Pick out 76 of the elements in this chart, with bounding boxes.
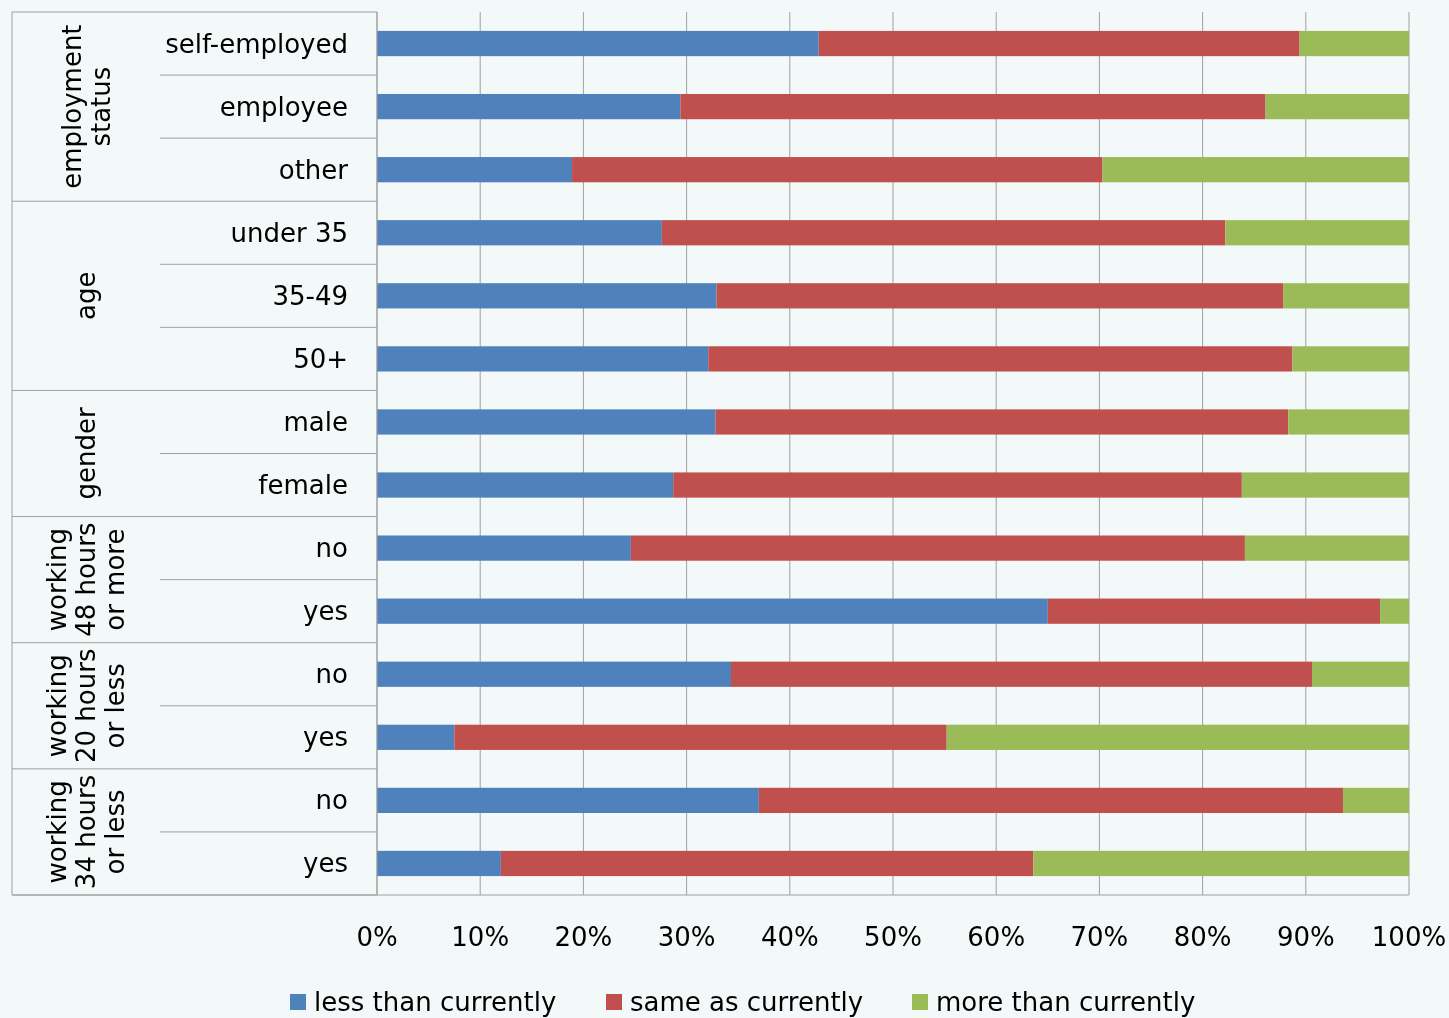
bar bbox=[730, 661, 1312, 687]
bar bbox=[377, 220, 662, 246]
y-tick-label: no bbox=[315, 533, 348, 564]
y-tick-label: yes bbox=[303, 596, 348, 627]
bar bbox=[1283, 283, 1409, 309]
bar bbox=[1047, 598, 1381, 624]
y-tick-label: 35-49 bbox=[272, 280, 348, 311]
text: gender bbox=[71, 407, 101, 500]
bar bbox=[673, 472, 1242, 498]
y-tick-label: 50+ bbox=[293, 343, 348, 374]
bar bbox=[377, 30, 819, 57]
x-tick-label: 80% bbox=[1173, 922, 1232, 952]
bar bbox=[661, 220, 1226, 246]
bar bbox=[1380, 598, 1409, 624]
bar bbox=[946, 724, 1409, 750]
x-tick-label: 30% bbox=[657, 922, 716, 952]
x-tick-label: 10% bbox=[451, 922, 510, 952]
bar bbox=[1241, 472, 1409, 498]
bar bbox=[1102, 157, 1409, 183]
bar bbox=[377, 346, 709, 372]
bar bbox=[377, 409, 716, 435]
x-tick-label: 50% bbox=[864, 922, 922, 952]
legend-label: same as currently bbox=[630, 987, 864, 1017]
bar bbox=[377, 93, 681, 120]
legend-label: more than currently bbox=[936, 987, 1196, 1017]
y-tick-label: female bbox=[258, 470, 348, 501]
bar bbox=[1288, 409, 1409, 435]
legend-label: less than currently bbox=[314, 987, 557, 1017]
bar bbox=[377, 598, 1048, 624]
bar bbox=[500, 850, 1034, 877]
bar bbox=[377, 661, 731, 687]
bar bbox=[716, 283, 1284, 309]
x-tick-label: 40% bbox=[760, 922, 819, 952]
bar bbox=[1225, 220, 1409, 246]
bar bbox=[708, 346, 1293, 372]
text: working 20 hours or less bbox=[42, 648, 130, 764]
y-tick-label: no bbox=[315, 785, 348, 816]
y-tick-label: employee bbox=[219, 91, 348, 122]
y-tick-label: under 35 bbox=[230, 217, 348, 248]
bar bbox=[572, 157, 1103, 183]
x-tick-label: 20% bbox=[554, 922, 613, 952]
text: age bbox=[71, 271, 101, 321]
x-tick-label: 90% bbox=[1276, 922, 1335, 952]
x-tick-label: 60% bbox=[967, 922, 1026, 952]
bar bbox=[758, 787, 1343, 814]
bar bbox=[377, 724, 455, 750]
bar bbox=[377, 850, 501, 877]
y-tick-label: yes bbox=[303, 722, 348, 753]
bar bbox=[715, 409, 1289, 435]
bar bbox=[1292, 346, 1409, 372]
x-tick-label: 70% bbox=[1070, 922, 1129, 952]
bar bbox=[1244, 535, 1409, 561]
bar bbox=[1033, 850, 1409, 877]
x-tick-label: 0% bbox=[356, 922, 398, 952]
bar bbox=[1299, 30, 1409, 57]
text: working 48 hours or more bbox=[42, 522, 130, 637]
y-tick-label: other bbox=[278, 154, 349, 185]
text: working 34 hours or less bbox=[42, 774, 130, 890]
bar bbox=[377, 472, 674, 498]
text: employment status bbox=[56, 24, 116, 189]
y-tick-label: male bbox=[283, 406, 348, 437]
bar bbox=[454, 724, 947, 750]
x-tick-label: 100% bbox=[1371, 922, 1447, 952]
bar bbox=[377, 283, 717, 309]
bar bbox=[377, 787, 759, 814]
y-tick-label: yes bbox=[303, 848, 348, 879]
y-tick-label: no bbox=[315, 659, 348, 690]
bar bbox=[1311, 661, 1409, 687]
bar bbox=[1342, 787, 1409, 814]
bar bbox=[680, 93, 1266, 120]
bar bbox=[1265, 93, 1409, 120]
bar bbox=[377, 535, 631, 561]
y-tick-label: self-employed bbox=[165, 28, 348, 59]
bar bbox=[818, 30, 1300, 57]
bar bbox=[630, 535, 1245, 561]
bar bbox=[377, 157, 573, 183]
